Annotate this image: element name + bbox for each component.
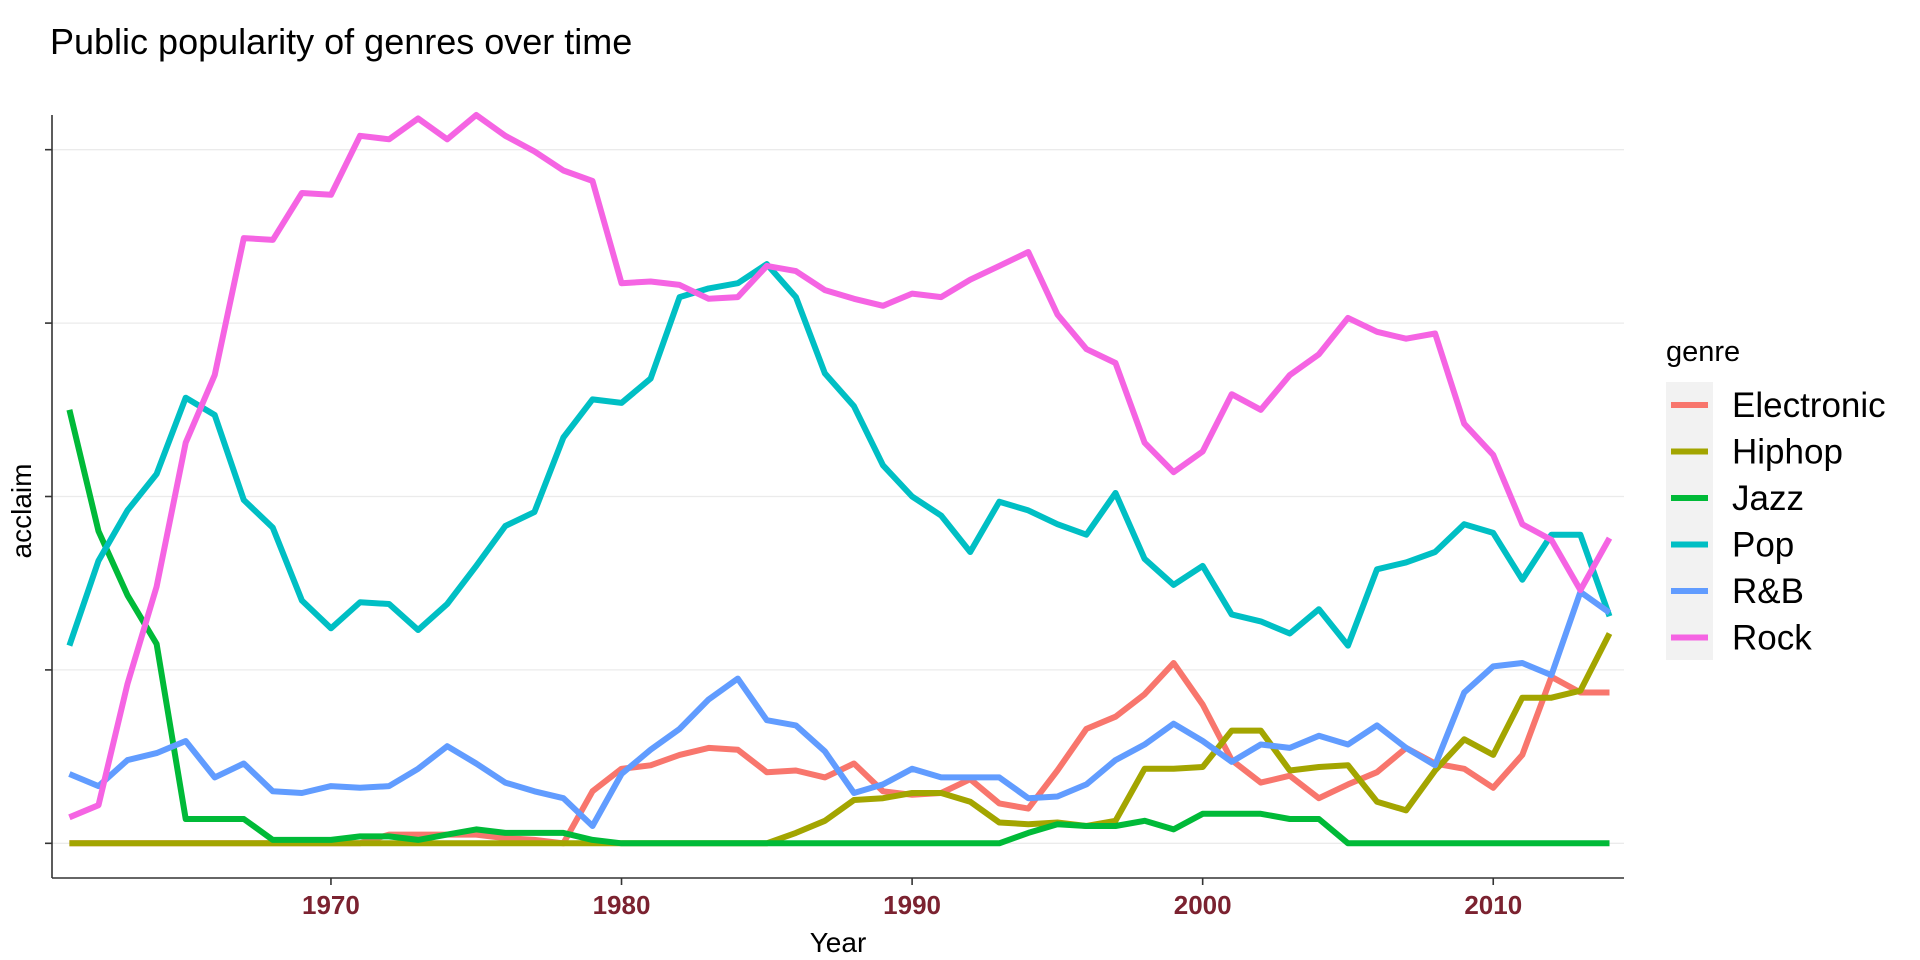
legend-label-hiphop: Hiphop [1732,433,1843,472]
x-tick-label: 1970 [302,890,360,920]
series-line-r-b [68,588,1612,829]
x-tick-label: 1990 [883,890,941,920]
legend-label-r-b: R&B [1732,572,1804,611]
y-axis-ticks [45,148,52,845]
legend-label-rock: Rock [1732,619,1812,658]
x-axis-title: Year [810,927,867,958]
y-axis-title: acclaim [6,464,37,559]
series-line-electronic [69,660,1610,847]
series-line-rock [68,112,1613,821]
legend-label-electronic: Electronic [1732,386,1886,425]
chart-title: Public popularity of genres over time [50,21,632,62]
legend-items: Electronic Hiphop Jazz Pop R&B Rock [1671,386,1886,658]
legend-label-jazz: Jazz [1732,479,1804,518]
legend-title: genre [1666,336,1740,368]
grid-lines [52,149,1624,844]
series-line-jazz [66,409,1610,847]
x-tick-label: 1980 [593,890,651,920]
x-axis-ticks: 1970 1980 1990 2000 2010 [302,878,1522,920]
legend-label-pop: Pop [1732,526,1794,565]
series-line-hiphop [69,632,1613,847]
x-tick-label: 2010 [1464,890,1522,920]
legend-key-background [1666,382,1713,660]
legend: genre Electronic Hiphop Jazz Pop R&B Rock [1666,336,1886,660]
series-line-pop [66,261,1613,649]
series-lines [66,112,1613,847]
x-tick-label: 2000 [1174,890,1232,920]
